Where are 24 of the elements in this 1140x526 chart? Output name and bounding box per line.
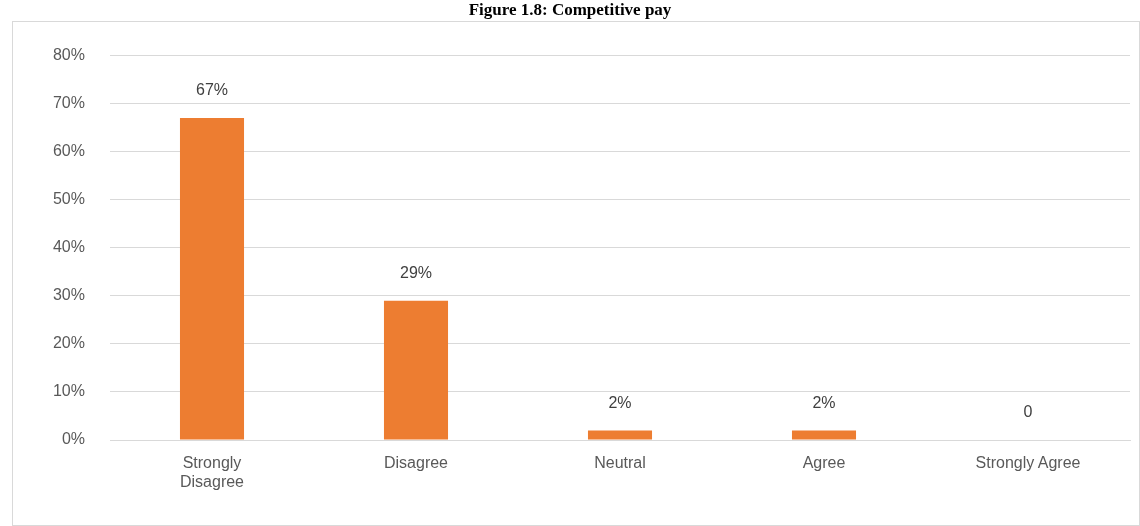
chart-title: Figure 1.8: Competitive pay (467, 0, 673, 20)
bar (587, 430, 653, 440)
x-tick-label: Neutral (594, 454, 646, 472)
x-tick-label: Agree (802, 454, 846, 472)
y-tick-label: 40% (52, 238, 85, 256)
y-tick-label: 70% (52, 94, 85, 112)
data-label: 67% (195, 81, 229, 99)
data-label: 0 (1023, 403, 1033, 421)
y-tick-label: 10% (52, 382, 85, 400)
y-tick-label: 20% (52, 334, 85, 352)
y-tick-label: 0% (61, 430, 85, 448)
y-tick-label: 50% (52, 190, 85, 208)
bar (179, 118, 245, 440)
y-tick-label: 30% (52, 286, 85, 304)
x-tick-label: Strongly Disagree (179, 454, 245, 491)
y-tick-label: 80% (52, 46, 85, 64)
data-label: 2% (608, 393, 632, 411)
x-tick-label: Strongly Agree (975, 454, 1081, 472)
data-label: 2% (812, 393, 836, 411)
data-label: 29% (399, 264, 433, 282)
bar (791, 430, 857, 440)
y-tick-label: 60% (52, 142, 85, 160)
bar (383, 300, 449, 440)
x-tick-label: Disagree (383, 454, 449, 472)
